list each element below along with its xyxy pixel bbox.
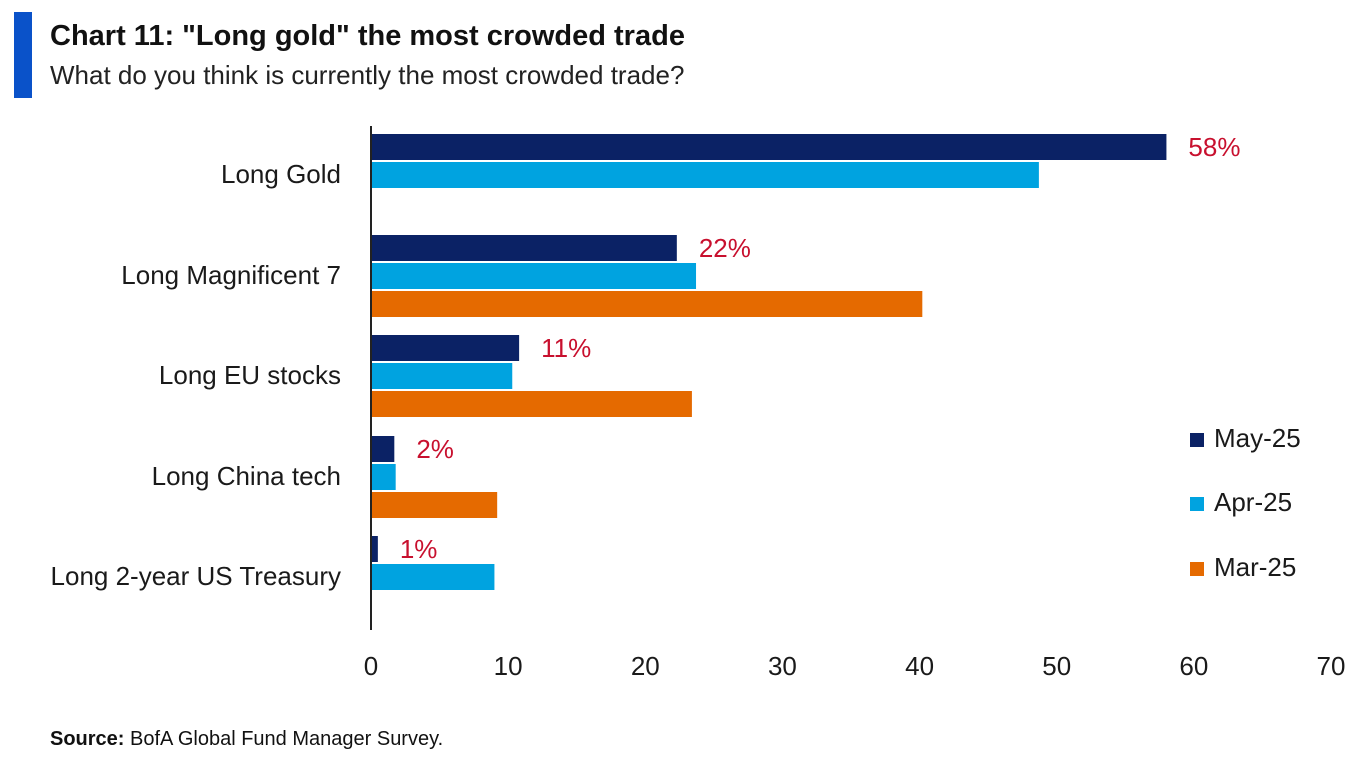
- category-label: Long EU stocks: [159, 360, 341, 390]
- data-label: 2%: [416, 434, 454, 464]
- x-tick-label: 70: [1317, 651, 1346, 681]
- x-tick-label: 20: [631, 651, 660, 681]
- bar-mar-25-1: [371, 291, 923, 317]
- x-tick-label: 50: [1042, 651, 1071, 681]
- legend-swatch-mar-25: [1190, 562, 1204, 576]
- x-tick-label: 30: [768, 651, 797, 681]
- category-label: Long 2-year US Treasury: [51, 561, 341, 591]
- chart-title: Chart 11: "Long gold" the most crowded t…: [50, 20, 685, 52]
- data-label: 58%: [1188, 132, 1240, 162]
- category-label: Long China tech: [152, 461, 341, 491]
- bar-may-25-2: [371, 335, 520, 361]
- legend-swatch-apr-25: [1190, 497, 1204, 511]
- bar-may-25-0: [371, 134, 1167, 160]
- data-label: 11%: [541, 333, 591, 363]
- bar-may-25-4: [371, 536, 378, 562]
- source-note: Source: BofA Global Fund Manager Survey.: [50, 728, 443, 751]
- x-tick-label: 40: [905, 651, 934, 681]
- legend-label: Apr-25: [1214, 487, 1292, 517]
- legend-label: May-25: [1214, 423, 1301, 453]
- bar-apr-25-0: [371, 162, 1039, 188]
- data-label: 1%: [400, 534, 438, 564]
- category-label: Long Magnificent 7: [121, 260, 341, 290]
- x-tick-label: 10: [494, 651, 523, 681]
- source-label: Source:: [50, 728, 125, 750]
- source-text: BofA Global Fund Manager Survey.: [130, 728, 444, 750]
- bar-apr-25-1: [371, 263, 697, 289]
- legend-label: Mar-25: [1214, 552, 1296, 582]
- bar-apr-25-4: [371, 564, 495, 590]
- bar-may-25-3: [371, 436, 395, 462]
- chart-subtitle: What do you think is currently the most …: [50, 60, 685, 90]
- legend-swatch-may-25: [1190, 433, 1204, 447]
- bar-mar-25-2: [371, 391, 692, 417]
- bar-may-25-1: [371, 235, 677, 261]
- category-label: Long Gold: [221, 159, 341, 189]
- bar-apr-25-3: [371, 464, 396, 490]
- title-accent-bar: [14, 12, 32, 98]
- bar-mar-25-3: [371, 492, 498, 518]
- x-tick-label: 0: [364, 651, 378, 681]
- x-tick-label: 60: [1179, 651, 1208, 681]
- data-label: 22%: [699, 233, 751, 263]
- bar-apr-25-2: [371, 363, 513, 389]
